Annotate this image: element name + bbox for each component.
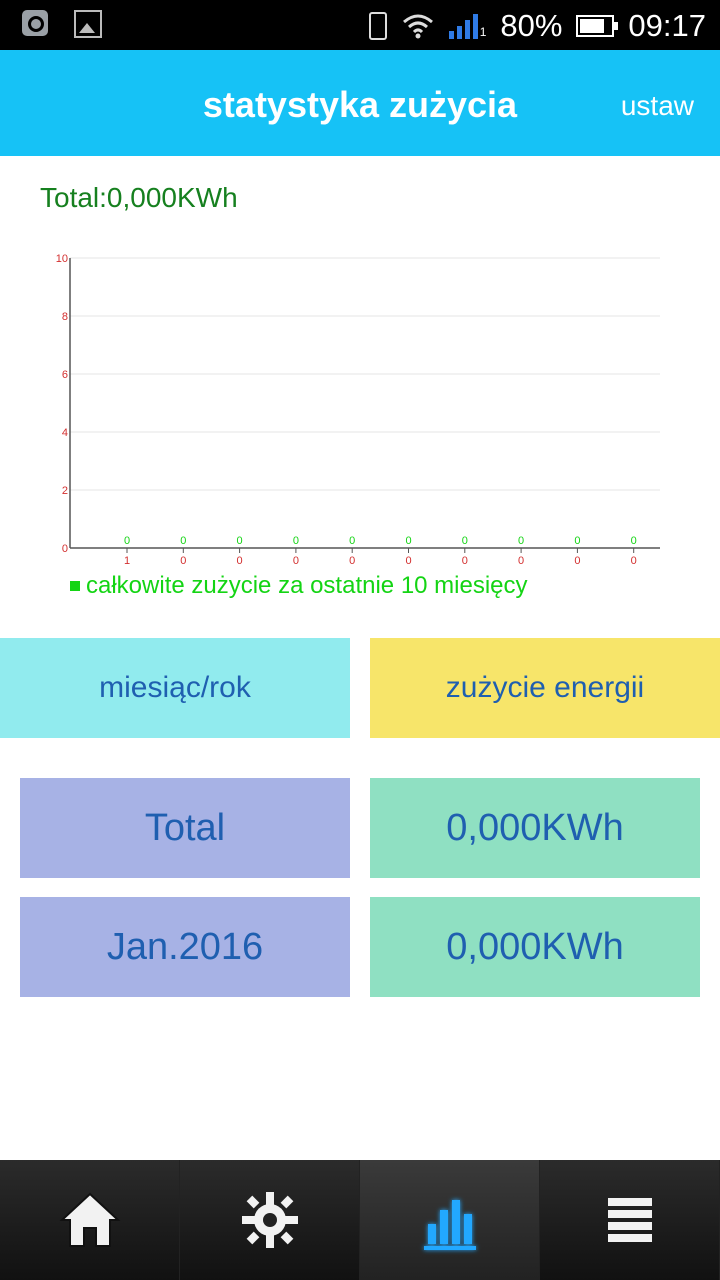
- battery-percent: 80%: [500, 8, 563, 43]
- y-tick-label: 8: [62, 311, 68, 323]
- y-tick-label: 6: [62, 369, 68, 381]
- signal-icon: 1: [448, 13, 487, 39]
- data-label: 0: [462, 535, 468, 547]
- row-energy[interactable]: 0,000KWh: [370, 897, 700, 997]
- y-tick-label: 0: [62, 543, 68, 555]
- y-tick-label: 10: [56, 253, 68, 265]
- image-notification-icon: [74, 10, 102, 38]
- x-tick-label: 0: [180, 555, 186, 567]
- row-month[interactable]: Jan.2016: [20, 897, 350, 997]
- home-icon: [58, 1192, 121, 1247]
- header-month-year: miesiąc/rok: [0, 638, 350, 738]
- data-label: 0: [631, 535, 637, 547]
- clock: 09:17: [628, 8, 706, 43]
- legend-label: całkowite zużycie za ostatnie 10 miesięc…: [86, 572, 528, 599]
- x-tick-label: 0: [574, 555, 580, 567]
- settings-action-button[interactable]: ustaw: [620, 90, 694, 121]
- x-tick-label: 0: [405, 555, 411, 567]
- app-notification-icon: [22, 10, 48, 36]
- chart-legend: całkowite zużycie za ostatnie 10 miesięc…: [70, 572, 528, 600]
- row-total-month[interactable]: Total: [20, 778, 350, 878]
- y-tick-label: 2: [62, 485, 68, 497]
- page-title: statystyka zużycia: [202, 84, 518, 125]
- nav-home[interactable]: [0, 1160, 180, 1280]
- x-tick-label: 0: [462, 555, 468, 567]
- nav-settings[interactable]: [180, 1160, 360, 1280]
- battery-icon: [576, 15, 619, 37]
- data-label: 0: [180, 535, 186, 547]
- wifi-icon: [402, 14, 433, 39]
- header-energy-consumption: zużycie energii: [370, 638, 720, 738]
- data-label: 0: [518, 535, 524, 547]
- total-consumption-label: Total:0,000KWh: [40, 182, 238, 213]
- x-tick-label: 0: [518, 555, 524, 567]
- data-label: 0: [349, 535, 355, 547]
- nav-statistics[interactable]: [360, 1160, 540, 1280]
- legend-swatch: [70, 581, 80, 591]
- data-label: 0: [574, 535, 580, 547]
- data-label: 0: [124, 535, 130, 547]
- row-total-energy[interactable]: 0,000KWh: [370, 778, 700, 878]
- data-label: 0: [293, 535, 299, 547]
- x-tick-label: 0: [237, 555, 243, 567]
- x-tick-label: 0: [293, 555, 299, 567]
- x-tick-label: 0: [349, 555, 355, 567]
- chart-icon: [423, 1200, 476, 1250]
- y-tick-label: 4: [62, 427, 68, 439]
- vibrate-icon: [368, 12, 387, 40]
- status-bar: 1 80% 09:17: [0, 0, 720, 50]
- data-label: 0: [405, 535, 411, 547]
- app-header: statystyka zużycia ustaw: [0, 50, 720, 156]
- signal-subscript: 1: [479, 25, 487, 39]
- gear-icon: [241, 1192, 298, 1248]
- x-tick-label: 0: [631, 555, 637, 567]
- x-tick-label: 1: [124, 555, 130, 567]
- menu-icon: [607, 1198, 652, 1242]
- bottom-navigation: [0, 1160, 720, 1280]
- nav-menu[interactable]: [540, 1160, 720, 1280]
- data-label: 0: [237, 535, 243, 547]
